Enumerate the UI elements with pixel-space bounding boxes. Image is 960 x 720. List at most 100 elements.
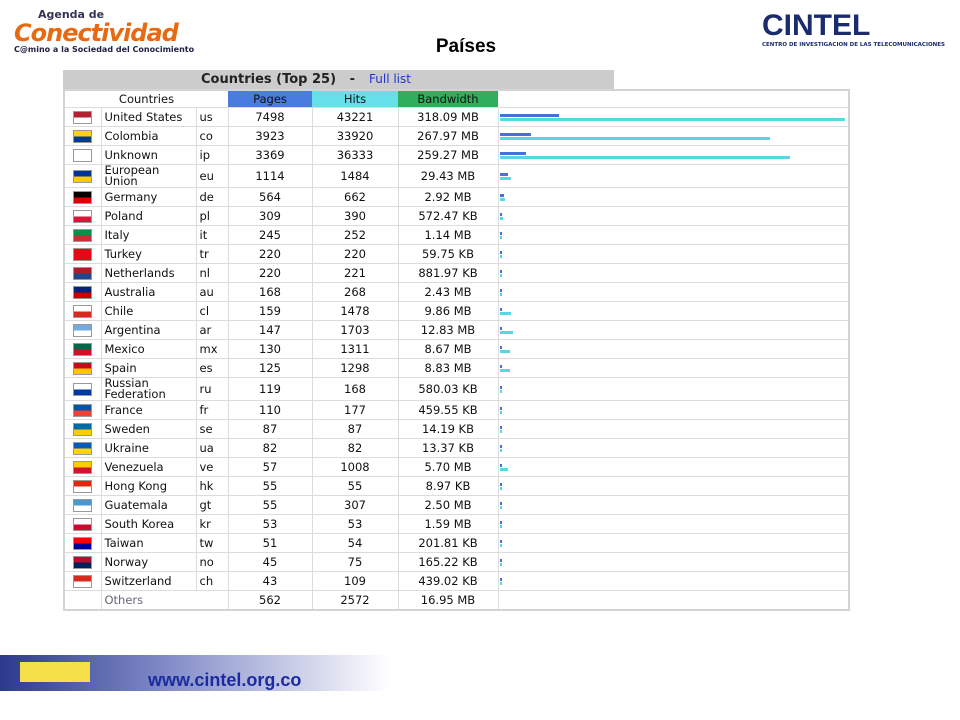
hits-bar [499, 505, 502, 509]
country-row: Ukraine ua 82 82 13.37 KB [63, 438, 850, 458]
country-name: Colombia [100, 126, 197, 146]
country-code: de [195, 187, 229, 207]
pages: 245 [227, 225, 313, 245]
flag-cell [63, 320, 102, 340]
flag-cell [63, 263, 102, 283]
country-name: Ukraine [100, 438, 197, 458]
pages: 3369 [227, 145, 313, 165]
pages-bar [499, 406, 502, 410]
bandwidth: 5.70 MB [397, 457, 499, 477]
country-code: nl [195, 263, 229, 283]
country-name: Switzerland [100, 571, 197, 591]
pages: 87 [227, 419, 313, 439]
bar-cell [497, 187, 850, 207]
flag-cell [63, 377, 102, 401]
pages-bar [499, 539, 502, 543]
country-code: ip [195, 145, 229, 165]
logo-line: Agenda de [38, 8, 105, 21]
pages-bar [499, 444, 502, 448]
country-row: Mexico mx 130 1311 8.67 MB [63, 339, 850, 359]
bar-cell [497, 339, 850, 359]
bar-cell [497, 301, 850, 321]
flag-icon [73, 479, 93, 493]
hits: 220 [311, 244, 399, 264]
pages: 220 [227, 263, 313, 283]
country-row: Switzerland ch 43 109 439.02 KB [63, 571, 850, 591]
country-row: Germany de 564 662 2.92 MB [63, 187, 850, 207]
bandwidth: 29.43 MB [397, 164, 499, 188]
country-row: Guatemala gt 55 307 2.50 MB [63, 495, 850, 515]
flag-icon [73, 403, 93, 417]
hits: 33920 [311, 126, 399, 146]
pages: 564 [227, 187, 313, 207]
country-row: United States us 7498 43221 318.09 MB [63, 107, 850, 127]
flag-cell [63, 206, 102, 226]
country-name: South Korea [100, 514, 197, 534]
pages-bar [499, 231, 502, 235]
flag-cell [63, 476, 102, 496]
flag-icon [73, 247, 93, 261]
right-logo: CINTEL CENTRO DE INVESTIGACION DE LAS TE… [762, 10, 952, 49]
flag-icon [73, 228, 93, 242]
flag-icon [73, 342, 93, 356]
hits: 390 [311, 206, 399, 226]
bar-cell [497, 533, 850, 553]
left-logo: Agenda de Conectividad C@mino a la Socie… [14, 8, 194, 54]
country-code: se [195, 419, 229, 439]
country-code: cl [195, 301, 229, 321]
hits: 1484 [311, 164, 399, 188]
hits: 43221 [311, 107, 399, 127]
hits-bar [499, 543, 502, 547]
others-row: Others 562 2572 16.95 MB [63, 590, 850, 611]
full-list-link[interactable]: Full list [369, 72, 411, 86]
hits: 1298 [311, 358, 399, 378]
bandwidth: 59.75 KB [397, 244, 499, 264]
bar-cell [497, 377, 850, 401]
pages: 82 [227, 438, 313, 458]
bandwidth: 2.43 MB [397, 282, 499, 302]
column-header: Pages [228, 90, 312, 108]
hits-bar [499, 524, 502, 528]
country-row: France fr 110 177 459.55 KB [63, 400, 850, 420]
bar-cell [497, 126, 850, 146]
pages: 45 [227, 552, 313, 572]
hits-bar [499, 486, 502, 490]
pages-bar [499, 482, 502, 486]
pages: 125 [227, 358, 313, 378]
flag-icon [73, 460, 93, 474]
country-row: Unknown ip 3369 36333 259.27 MB [63, 145, 850, 165]
country-row: South Korea kr 53 53 1.59 MB [63, 514, 850, 534]
hits-bar [499, 273, 502, 277]
column-header: Hits [312, 90, 398, 108]
footer-deco [20, 662, 90, 682]
logo-tagline: CENTRO DE INVESTIGACION DE LAS TELECOMUN… [762, 42, 945, 48]
flag-icon [73, 382, 93, 396]
logo-name: Conectividad [14, 19, 179, 47]
bar-cell [497, 145, 850, 165]
country-row: Taiwan tw 51 54 201.81 KB [63, 533, 850, 553]
bandwidth: 580.03 KB [397, 377, 499, 401]
hits: 36333 [311, 145, 399, 165]
bar-cell [497, 457, 850, 477]
flag-icon [73, 323, 93, 337]
bandwidth: 439.02 KB [397, 571, 499, 591]
bar-cell [497, 107, 850, 127]
hits-bar [499, 410, 502, 414]
hits-bar [499, 562, 502, 566]
column-header: Countries [118, 92, 175, 106]
pages: 220 [227, 244, 313, 264]
bandwidth: 881.97 KB [397, 263, 499, 283]
pages-bar [499, 307, 502, 311]
hits: 53 [311, 514, 399, 534]
pages-bar [499, 269, 502, 273]
country-name: Argentina [100, 320, 197, 340]
bandwidth: 572.47 KB [397, 206, 499, 226]
country-name: Unknown [100, 145, 197, 165]
bar-cell [497, 164, 850, 188]
country-code: tw [195, 533, 229, 553]
bandwidth: 459.55 KB [397, 400, 499, 420]
country-code: gt [195, 495, 229, 515]
bandwidth: 1.14 MB [397, 225, 499, 245]
pages-bar [499, 250, 502, 254]
hits-bar [499, 429, 502, 433]
